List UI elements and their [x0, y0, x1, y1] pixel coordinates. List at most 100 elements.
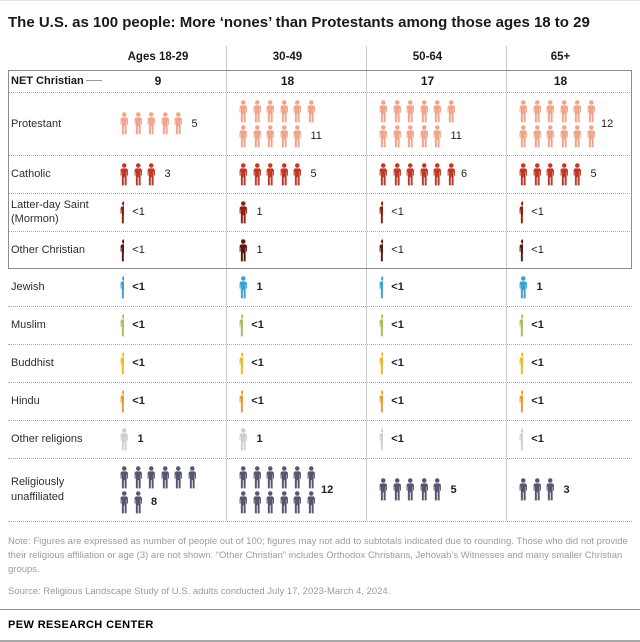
value-label: 3	[164, 168, 171, 181]
half-person-icon	[378, 313, 384, 337]
icon-row: <1	[119, 275, 145, 299]
person-icon	[433, 124, 441, 148]
person-icon	[293, 465, 301, 489]
half-person-icon	[518, 351, 524, 375]
person-icon	[546, 124, 554, 148]
value-cell: 3	[506, 458, 632, 521]
icon-block: 1	[238, 238, 263, 262]
value-cell: <1	[506, 382, 632, 420]
icon-block: <1	[238, 351, 264, 375]
footer-brand: PEW RESEARCH CENTER	[8, 618, 154, 631]
value-label: <1	[531, 244, 544, 257]
person-icon	[573, 124, 581, 148]
icon-row: <1	[238, 351, 264, 375]
person-icon	[120, 200, 125, 224]
half-person-icon	[119, 389, 125, 413]
person-icon	[266, 465, 274, 489]
value-cell: 1	[108, 421, 226, 458]
row-label: Catholic	[8, 156, 108, 193]
value-cell: 3	[108, 156, 226, 193]
person-icon	[393, 478, 401, 501]
value-label: <1	[132, 206, 145, 219]
icon-block: <1	[119, 238, 145, 262]
value-cell: <1	[108, 345, 226, 382]
person-icon	[587, 99, 595, 123]
icon-block: 11	[378, 99, 462, 148]
person-icon	[293, 490, 301, 514]
icon-row: <1	[518, 200, 544, 224]
person-icon	[533, 478, 541, 501]
person-icon	[307, 490, 315, 514]
person-icon	[239, 200, 247, 224]
person-icon	[280, 465, 288, 489]
icon-row: 3	[518, 478, 570, 501]
value-cell: 5	[366, 458, 506, 521]
icon-row: <1	[518, 427, 544, 451]
icon-block: <1	[378, 351, 404, 375]
icon-row: <1	[518, 351, 544, 375]
half-person-icon	[119, 313, 125, 337]
half-person-icon	[378, 275, 384, 299]
value-cell: <1	[366, 420, 506, 458]
person-icon	[239, 99, 247, 123]
icon-row	[518, 124, 596, 148]
icon-row: 8	[119, 490, 197, 514]
person-icon	[379, 124, 387, 148]
person-icon	[379, 200, 384, 224]
person-icon	[406, 124, 414, 148]
icon-block: <1	[378, 427, 404, 451]
person-icon	[134, 112, 142, 135]
person-icon	[239, 490, 247, 514]
person-icon	[420, 478, 428, 501]
person-icon	[379, 162, 387, 186]
icon-block: 1	[238, 275, 263, 299]
icon-row	[119, 465, 197, 489]
icon-block: 1	[518, 275, 543, 299]
half-person-icon	[238, 313, 244, 337]
value-label: <1	[132, 395, 145, 408]
icon-row: <1	[518, 238, 544, 262]
value-label: <1	[531, 395, 544, 408]
person-icon	[393, 124, 401, 148]
table-row: Muslim <1 <1 <1 <1	[8, 306, 632, 345]
icon-block: 5	[518, 162, 597, 186]
value-label: 1	[256, 244, 263, 257]
icon-block: 1	[119, 427, 144, 451]
person-icon	[379, 389, 384, 413]
icon-row: <1	[119, 313, 145, 337]
icon-row: 11	[238, 124, 322, 148]
icon-row: 1	[238, 238, 263, 262]
icon-block: <1	[119, 389, 145, 413]
person-icon	[120, 275, 125, 299]
icon-row: <1	[518, 313, 544, 337]
row-label-text: Buddhist	[11, 357, 54, 370]
person-icon	[420, 162, 428, 186]
value-cell: 11	[226, 92, 366, 155]
icon-block: <1	[238, 313, 264, 337]
icon-row: 1	[238, 275, 263, 299]
icon-block: 5	[119, 112, 198, 135]
icon-row: <1	[378, 200, 404, 224]
half-person-icon	[238, 389, 244, 413]
value-label: 1	[256, 206, 263, 219]
leader-line	[85, 80, 102, 82]
value-cell: 1	[506, 268, 632, 306]
value-cell: <1	[108, 194, 226, 231]
person-icon	[519, 238, 524, 262]
person-icon	[239, 313, 244, 337]
half-person-icon	[518, 313, 524, 337]
value-cell: 1	[226, 231, 366, 269]
icon-row: <1	[378, 238, 404, 262]
half-person-icon	[119, 275, 125, 299]
icon-block: 11	[238, 99, 322, 148]
icon-row: <1	[119, 351, 145, 375]
row-label-text: Other Christian	[11, 244, 85, 257]
row-label-text: Latter-day Saint (Mormon)	[11, 198, 89, 226]
person-icon	[280, 490, 288, 514]
net-value: 9	[154, 73, 162, 88]
person-icon	[560, 162, 568, 186]
row-label: Buddhist	[8, 345, 108, 382]
icon-row	[238, 490, 316, 514]
icon-row: 11	[378, 124, 462, 148]
person-icon	[420, 99, 428, 123]
